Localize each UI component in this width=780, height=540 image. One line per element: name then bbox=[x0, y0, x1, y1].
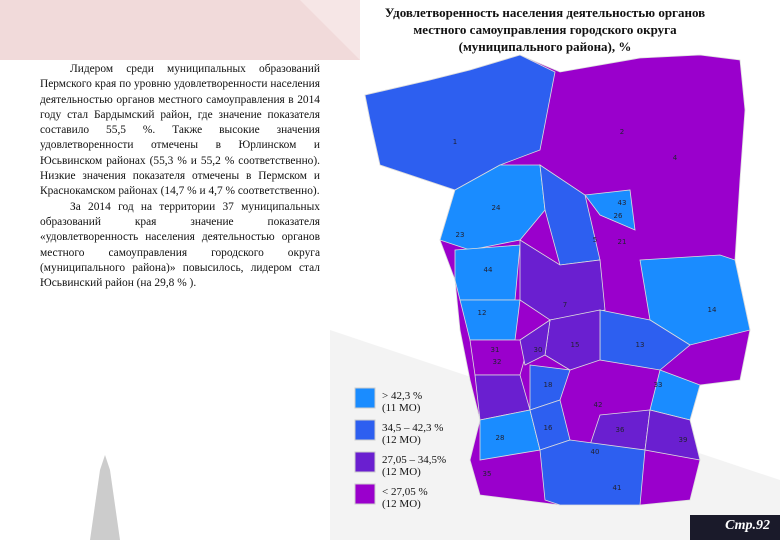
paragraph: Лидером среди муниципальных образований … bbox=[40, 63, 320, 198]
region-number: 40 bbox=[591, 448, 600, 456]
legend-swatch bbox=[354, 419, 376, 441]
map bbox=[364, 54, 751, 506]
region bbox=[439, 164, 546, 251]
region-number: 26 bbox=[614, 212, 623, 220]
region-number: 21 bbox=[618, 238, 627, 246]
legend-swatches bbox=[354, 387, 376, 505]
legend-swatch bbox=[354, 451, 376, 473]
region bbox=[539, 439, 646, 506]
legend-label: > 42,3 % bbox=[382, 390, 423, 402]
region-number: 31 bbox=[491, 346, 500, 354]
region bbox=[459, 299, 521, 341]
region-number: 36 bbox=[616, 426, 625, 434]
region-number: 24 bbox=[492, 204, 501, 212]
region-number: 7 bbox=[563, 301, 567, 309]
region-number: 39 bbox=[679, 436, 688, 444]
region-number: 43 bbox=[618, 199, 627, 207]
legend-count: (12 МО) bbox=[382, 466, 421, 478]
page-number-bg bbox=[690, 515, 780, 540]
region-number: 15 bbox=[571, 341, 580, 349]
region-number: 33 bbox=[654, 381, 663, 389]
region-number: 2 bbox=[620, 128, 624, 136]
region-number: 16 bbox=[544, 424, 553, 432]
region-number: 28 bbox=[496, 434, 505, 442]
region-number: 35 bbox=[483, 470, 492, 478]
region-number: 44 bbox=[484, 266, 493, 274]
body-text: Лидером среди муниципальных образований … bbox=[40, 62, 320, 291]
paragraph: За 2014 год на территории 37 муниципальн… bbox=[40, 200, 320, 290]
legend-swatch bbox=[354, 483, 376, 505]
legend-item: < 27,05 % (12 МО) bbox=[382, 486, 428, 510]
region-number: 41 bbox=[613, 484, 622, 492]
legend-label: < 27,05 % bbox=[382, 486, 428, 498]
legend-count: (11 МО) bbox=[382, 402, 421, 414]
region-number: 18 bbox=[544, 381, 553, 389]
region bbox=[644, 409, 701, 461]
region-number: 14 bbox=[708, 306, 717, 314]
region-number: 42 bbox=[594, 401, 603, 409]
page-number: Стр.92 bbox=[725, 518, 770, 533]
region-number: 4 bbox=[673, 154, 678, 162]
region-number: 30 bbox=[534, 346, 543, 354]
legend-count: (12 МО) bbox=[382, 498, 421, 510]
legend-item: 27,05 – 34,5% (12 МО) bbox=[382, 454, 446, 478]
region-number: 13 bbox=[636, 341, 645, 349]
region-number: 32 bbox=[493, 358, 502, 366]
region-number: 12 bbox=[478, 309, 487, 317]
region bbox=[519, 319, 551, 366]
region-number: 1 bbox=[453, 138, 457, 146]
region-number: 5 bbox=[593, 236, 597, 244]
region bbox=[584, 189, 636, 231]
region-number: 23 bbox=[456, 231, 465, 239]
legend-label: 34,5 – 42,3 % bbox=[382, 422, 444, 434]
legend-label: 27,05 – 34,5% bbox=[382, 454, 447, 466]
map-title: Удовлетворенность населения деятельность… bbox=[384, 5, 706, 54]
flag-shape bbox=[0, 0, 360, 60]
region bbox=[364, 54, 556, 191]
legend-swatch bbox=[354, 387, 376, 409]
legend-item: > 42,3 % (11 МО) bbox=[382, 390, 422, 414]
legend-count: (12 МО) bbox=[382, 434, 421, 446]
region-labels: 1 2 4 24 43 26 5 23 21 44 7 12 14 13 31 … bbox=[453, 128, 717, 492]
legend-item: 34,5 – 42,3 % (12 МО) bbox=[382, 422, 443, 446]
tower bbox=[90, 455, 120, 540]
